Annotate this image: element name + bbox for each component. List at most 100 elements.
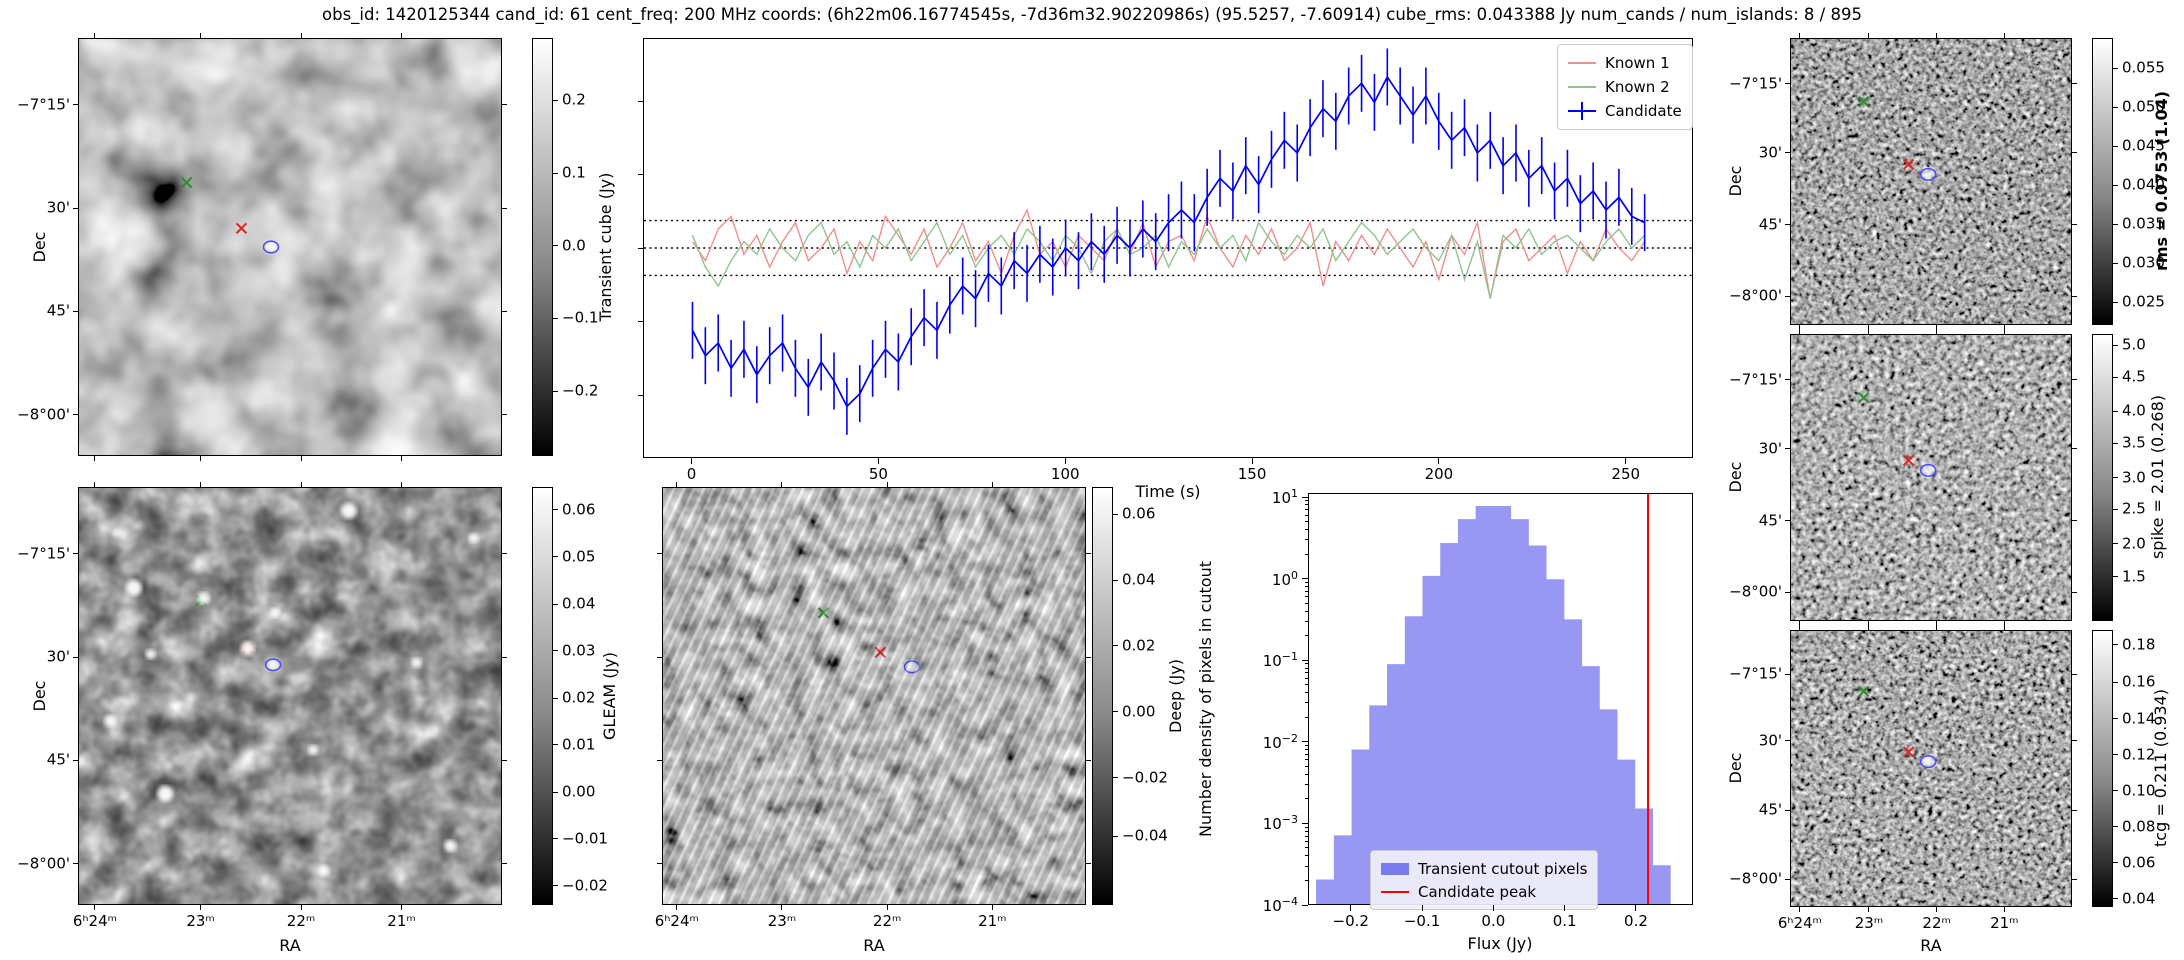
tick-mark xyxy=(300,482,302,487)
gleam-panel xyxy=(78,487,502,905)
tick-mark xyxy=(1785,448,1790,450)
spike-colorbar-tick-label: 2.5 xyxy=(2122,499,2146,518)
tick-mark xyxy=(200,456,202,461)
tick-mark xyxy=(200,905,202,910)
tick-mark xyxy=(94,905,96,910)
ndens-tick-label: 10−4 xyxy=(1262,895,1298,915)
tcg-colorbar-tick-label: 0.06 xyxy=(2122,853,2156,872)
tick-mark xyxy=(1785,224,1790,226)
tick-mark xyxy=(94,456,96,461)
tick-mark xyxy=(1799,625,1801,630)
tick-mark xyxy=(1868,625,1870,630)
dec-tick-label: 30' xyxy=(46,198,70,217)
tcg-image xyxy=(1791,631,2071,906)
tick-mark xyxy=(638,394,643,396)
ra-tick-label: 21ᵐ xyxy=(1990,914,2019,932)
log-minor-tick xyxy=(1305,830,1308,832)
tick-mark xyxy=(657,863,662,865)
log-minor-tick xyxy=(1305,521,1308,523)
tick-mark xyxy=(2003,625,2005,630)
tick-mark xyxy=(73,104,78,106)
ndens-tick-label: 10−1 xyxy=(1262,650,1298,671)
tick-mark xyxy=(991,905,993,910)
known2-marker xyxy=(1858,392,1870,404)
rms-colorbar-tick-label: 0.035 xyxy=(2122,214,2165,233)
tick-mark xyxy=(2003,325,2005,330)
ndens-tick-label: 10−2 xyxy=(1262,731,1298,752)
gleam-colorbar-tick-label: 0.01 xyxy=(562,735,596,754)
log-minor-tick xyxy=(1305,745,1308,747)
known2-marker xyxy=(1858,96,1870,108)
candidate-contour xyxy=(1919,755,1937,769)
colorbar-tick-mark xyxy=(2113,754,2118,756)
flux-tick-label: −0.1 xyxy=(1403,912,1441,930)
colorbar-tick-mark xyxy=(553,838,558,840)
tick-mark xyxy=(300,456,302,461)
tick-mark xyxy=(657,656,662,658)
tick-mark xyxy=(1785,740,1790,742)
bright-source-blob xyxy=(104,714,117,727)
log-minor-tick xyxy=(1305,529,1308,531)
colorbar-tick-mark xyxy=(2113,898,2118,900)
deep-colorbar xyxy=(1092,487,1113,905)
time-tick-label: 250 xyxy=(1611,465,1641,483)
tick-mark xyxy=(2072,152,2077,154)
tick-mark xyxy=(1799,33,1801,38)
ndens-tick-label: 101 xyxy=(1271,487,1298,508)
spike-colorbar-tick-label: 3.5 xyxy=(2122,433,2146,452)
tick-mark xyxy=(1868,33,1870,38)
colorbar-tick-mark xyxy=(1113,777,1118,779)
tick-mark xyxy=(502,553,507,555)
log-minor-tick xyxy=(1305,773,1308,775)
spike-colorbar xyxy=(2092,334,2113,621)
ra-axis-label: RA xyxy=(863,936,885,955)
dec-tick-label: 45' xyxy=(1758,800,1782,819)
time-tick-label: 0 xyxy=(686,465,697,483)
dec-tick-label: −8°00' xyxy=(1729,582,1782,601)
deep-image xyxy=(663,488,1085,904)
dec-tick-label: −7°15' xyxy=(1729,74,1782,93)
ra-tick-label: 6ʰ24ᵐ xyxy=(654,912,699,930)
ra-tick-label: 22ᵐ xyxy=(872,912,902,930)
log-minor-tick xyxy=(1305,847,1308,849)
tick-mark xyxy=(2003,621,2005,626)
tick-mark xyxy=(73,553,78,555)
tick-mark xyxy=(2072,809,2077,811)
deep-colorbar-tick-label: 0.00 xyxy=(1122,702,1156,721)
tick-mark xyxy=(676,482,678,487)
colorbar-tick-mark xyxy=(553,697,558,699)
tcg-colorbar-tick-label: 0.10 xyxy=(2122,781,2156,800)
log-minor-tick xyxy=(1305,667,1308,669)
log-minor-tick xyxy=(1305,514,1308,516)
histogram-legend: Transient cutout pixels Candidate peak xyxy=(1370,850,1599,910)
colorbar-tick-mark xyxy=(553,390,558,392)
tick-mark xyxy=(1350,905,1352,911)
time-axis-label: Time (s) xyxy=(1135,482,1201,501)
bright-source-blob xyxy=(308,745,319,756)
hist-patch-swatch xyxy=(1381,862,1409,875)
log-minor-tick xyxy=(1305,677,1308,679)
dec-tick-label: −7°15' xyxy=(17,95,70,114)
log-minor-tick xyxy=(1305,759,1308,761)
tick-mark xyxy=(1936,329,1938,334)
colorbar-tick-mark xyxy=(2113,826,2118,828)
bright-source-blob xyxy=(240,641,255,656)
flux-tick-label: −0.2 xyxy=(1332,912,1369,930)
colorbar-tick-mark xyxy=(2113,862,2118,864)
flux-tick-label: 0.1 xyxy=(1552,912,1577,930)
rms-colorbar-tick-label: 0.050 xyxy=(2122,97,2165,116)
dec-tick-label: −7°15' xyxy=(1729,664,1782,683)
ra-tick-label: 22ᵐ xyxy=(286,912,316,930)
ra-tick-label: 23ᵐ xyxy=(186,912,215,930)
colorbar-tick-mark xyxy=(553,885,558,887)
tick-mark xyxy=(73,863,78,865)
rms-colorbar-tick-label: 0.025 xyxy=(2122,292,2165,311)
log-minor-tick xyxy=(1305,865,1308,867)
cube-colorbar-label: Transient cube (Jy) xyxy=(596,172,615,322)
ra-tick-label: 21ᵐ xyxy=(978,912,1007,930)
lightcurve-panel xyxy=(643,38,1693,458)
colorbar-tick-mark xyxy=(2113,301,2118,303)
bright-source-blob xyxy=(157,785,174,802)
known1-marker xyxy=(235,222,248,234)
candidate-contour xyxy=(264,658,282,672)
